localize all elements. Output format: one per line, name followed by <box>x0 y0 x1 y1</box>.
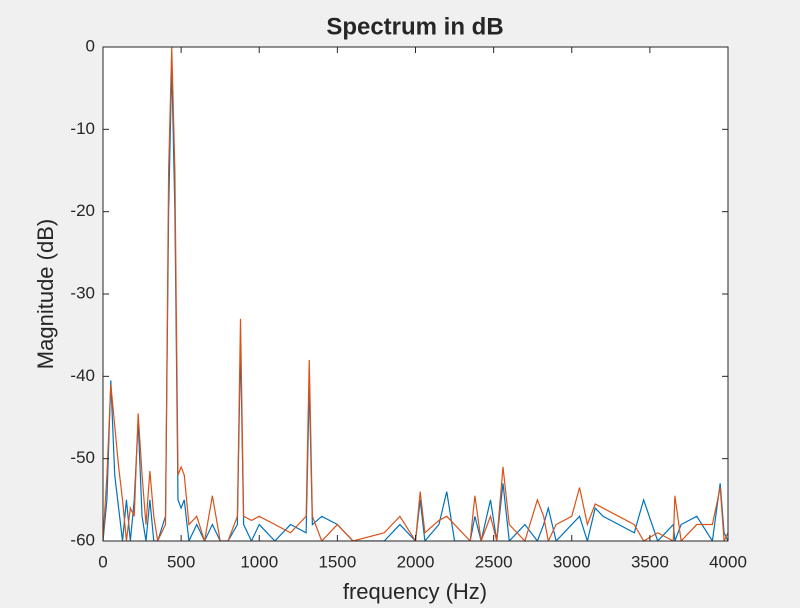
y-tick-label: -50 <box>70 448 95 467</box>
y-tick-label: -20 <box>70 201 95 220</box>
series-line <box>103 47 728 541</box>
x-tick-label: 500 <box>167 552 195 571</box>
y-tick-label: 0 <box>86 36 95 55</box>
y-tick-label: -40 <box>70 366 95 385</box>
plot-area <box>103 47 728 541</box>
x-tick-label: 0 <box>98 552 107 571</box>
y-tick-label: -30 <box>70 283 95 302</box>
x-tick-label: 3500 <box>631 552 669 571</box>
x-axis-label: frequency (Hz) <box>343 579 487 604</box>
chart-title: Spectrum in dB <box>326 13 503 40</box>
y-tick-label: -10 <box>70 119 95 138</box>
x-tick-label: 1500 <box>318 552 356 571</box>
x-tick-label: 2000 <box>397 552 435 571</box>
x-tick-label: 2500 <box>475 552 513 571</box>
lines <box>103 47 728 541</box>
y-axis-label: Magnitude (dB) <box>33 219 58 369</box>
x-tick-label: 4000 <box>709 552 747 571</box>
series-line <box>103 63 728 541</box>
x-tick-label: 3000 <box>553 552 591 571</box>
y-tick-label: -60 <box>70 530 95 549</box>
x-tick-label: 1000 <box>240 552 278 571</box>
